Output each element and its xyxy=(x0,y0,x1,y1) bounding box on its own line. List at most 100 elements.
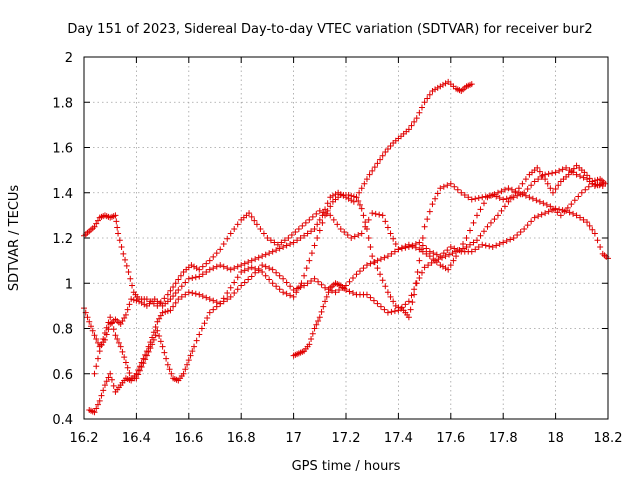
data-point-marker xyxy=(412,244,419,251)
data-point-marker xyxy=(395,246,402,253)
data-point-marker xyxy=(203,294,210,301)
data-point-marker xyxy=(130,296,137,303)
data-point-marker xyxy=(508,194,515,201)
y-tick-labels: 0.4 0.6 0.8 1 1.2 1.4 1.6 1.8 2 xyxy=(52,51,73,428)
data-point-marker xyxy=(306,216,313,223)
y-tick-label: 1.4 xyxy=(52,187,73,202)
series-points xyxy=(290,162,609,359)
data-point-marker xyxy=(423,245,430,252)
data-point-marker xyxy=(384,289,391,296)
data-point-marker xyxy=(96,348,103,355)
data-point-marker xyxy=(245,265,252,272)
data-point-marker xyxy=(266,265,273,272)
data-point-marker xyxy=(411,286,418,293)
data-point-marker xyxy=(484,194,491,201)
data-point-marker xyxy=(299,222,306,229)
x-tick-label: 18 xyxy=(547,431,564,446)
data-point-marker xyxy=(193,337,200,344)
data-point-marker xyxy=(552,169,559,176)
data-point-marker xyxy=(563,164,570,171)
data-point-marker xyxy=(408,122,415,129)
data-point-marker xyxy=(262,263,269,270)
data-point-marker xyxy=(382,149,389,156)
data-point-marker xyxy=(405,298,412,305)
data-point-marker xyxy=(327,212,334,219)
data-point-marker xyxy=(116,237,123,244)
data-point-marker xyxy=(138,299,145,306)
data-point-marker xyxy=(161,295,168,302)
data-point-marker xyxy=(231,290,238,297)
data-point-marker xyxy=(334,221,341,228)
data-point-marker xyxy=(435,256,442,263)
data-point-marker xyxy=(442,253,449,260)
data-point-marker xyxy=(206,257,213,264)
data-point-marker xyxy=(124,364,131,371)
data-point-marker xyxy=(398,244,405,251)
data-point-marker xyxy=(456,247,463,254)
data-point-marker xyxy=(231,265,238,272)
data-point-marker xyxy=(182,279,189,286)
data-point-marker xyxy=(371,164,378,171)
data-point-marker xyxy=(91,223,98,230)
data-point-marker xyxy=(503,238,510,245)
data-point-marker xyxy=(543,201,550,208)
data-point-marker xyxy=(501,203,508,210)
data-point-marker xyxy=(199,271,206,278)
data-point-marker xyxy=(493,242,500,249)
data-point-marker xyxy=(526,194,533,201)
data-point-marker xyxy=(480,228,487,235)
data-point-marker xyxy=(584,219,591,226)
data-point-marker xyxy=(419,242,426,249)
data-point-marker xyxy=(103,324,110,331)
data-point-marker xyxy=(227,284,234,291)
data-point-marker xyxy=(517,228,524,235)
data-point-marker xyxy=(519,180,526,187)
data-point-marker xyxy=(363,225,370,232)
data-point-marker xyxy=(515,185,522,192)
data-point-marker xyxy=(220,263,227,270)
data-point-marker xyxy=(274,241,281,248)
data-point-marker xyxy=(390,235,397,242)
data-point-marker xyxy=(377,271,384,278)
data-point-marker xyxy=(308,250,315,257)
data-point-marker xyxy=(196,291,203,298)
data-point-marker xyxy=(231,279,238,286)
data-point-marker xyxy=(578,189,585,196)
data-point-marker xyxy=(379,152,386,159)
data-point-marker xyxy=(119,317,126,324)
data-point-marker xyxy=(143,352,150,359)
data-point-marker xyxy=(479,241,486,248)
x-tick-label: 17.8 xyxy=(489,431,518,446)
data-point-marker xyxy=(203,268,210,275)
data-point-marker xyxy=(388,250,395,257)
data-point-marker xyxy=(487,219,494,226)
data-point-marker xyxy=(290,239,297,246)
data-point-marker xyxy=(343,287,349,294)
data-point-marker xyxy=(127,275,134,282)
data-point-marker xyxy=(118,244,125,251)
data-point-marker xyxy=(241,279,248,286)
data-point-marker xyxy=(547,185,554,192)
data-point-marker xyxy=(500,196,507,203)
data-point-marker xyxy=(269,266,276,273)
data-point-marker xyxy=(224,290,231,297)
data-point-marker xyxy=(107,314,114,321)
data-point-marker xyxy=(217,246,224,253)
data-point-marker xyxy=(434,190,441,197)
data-point-marker xyxy=(503,195,510,202)
data-point-marker xyxy=(196,273,203,280)
data-point-marker xyxy=(581,169,588,176)
data-point-marker xyxy=(224,235,231,242)
data-point-marker xyxy=(269,280,276,287)
data-point-marker xyxy=(159,309,166,316)
data-point-marker xyxy=(94,355,101,362)
data-point-marker xyxy=(255,254,262,261)
data-point-marker xyxy=(94,339,101,346)
data-point-marker xyxy=(119,348,126,355)
data-point-marker xyxy=(350,193,357,200)
data-point-marker xyxy=(539,172,546,179)
data-point-marker xyxy=(324,207,331,214)
data-point-marker xyxy=(315,317,322,324)
data-point-marker xyxy=(367,244,374,251)
data-point-marker xyxy=(545,208,552,215)
